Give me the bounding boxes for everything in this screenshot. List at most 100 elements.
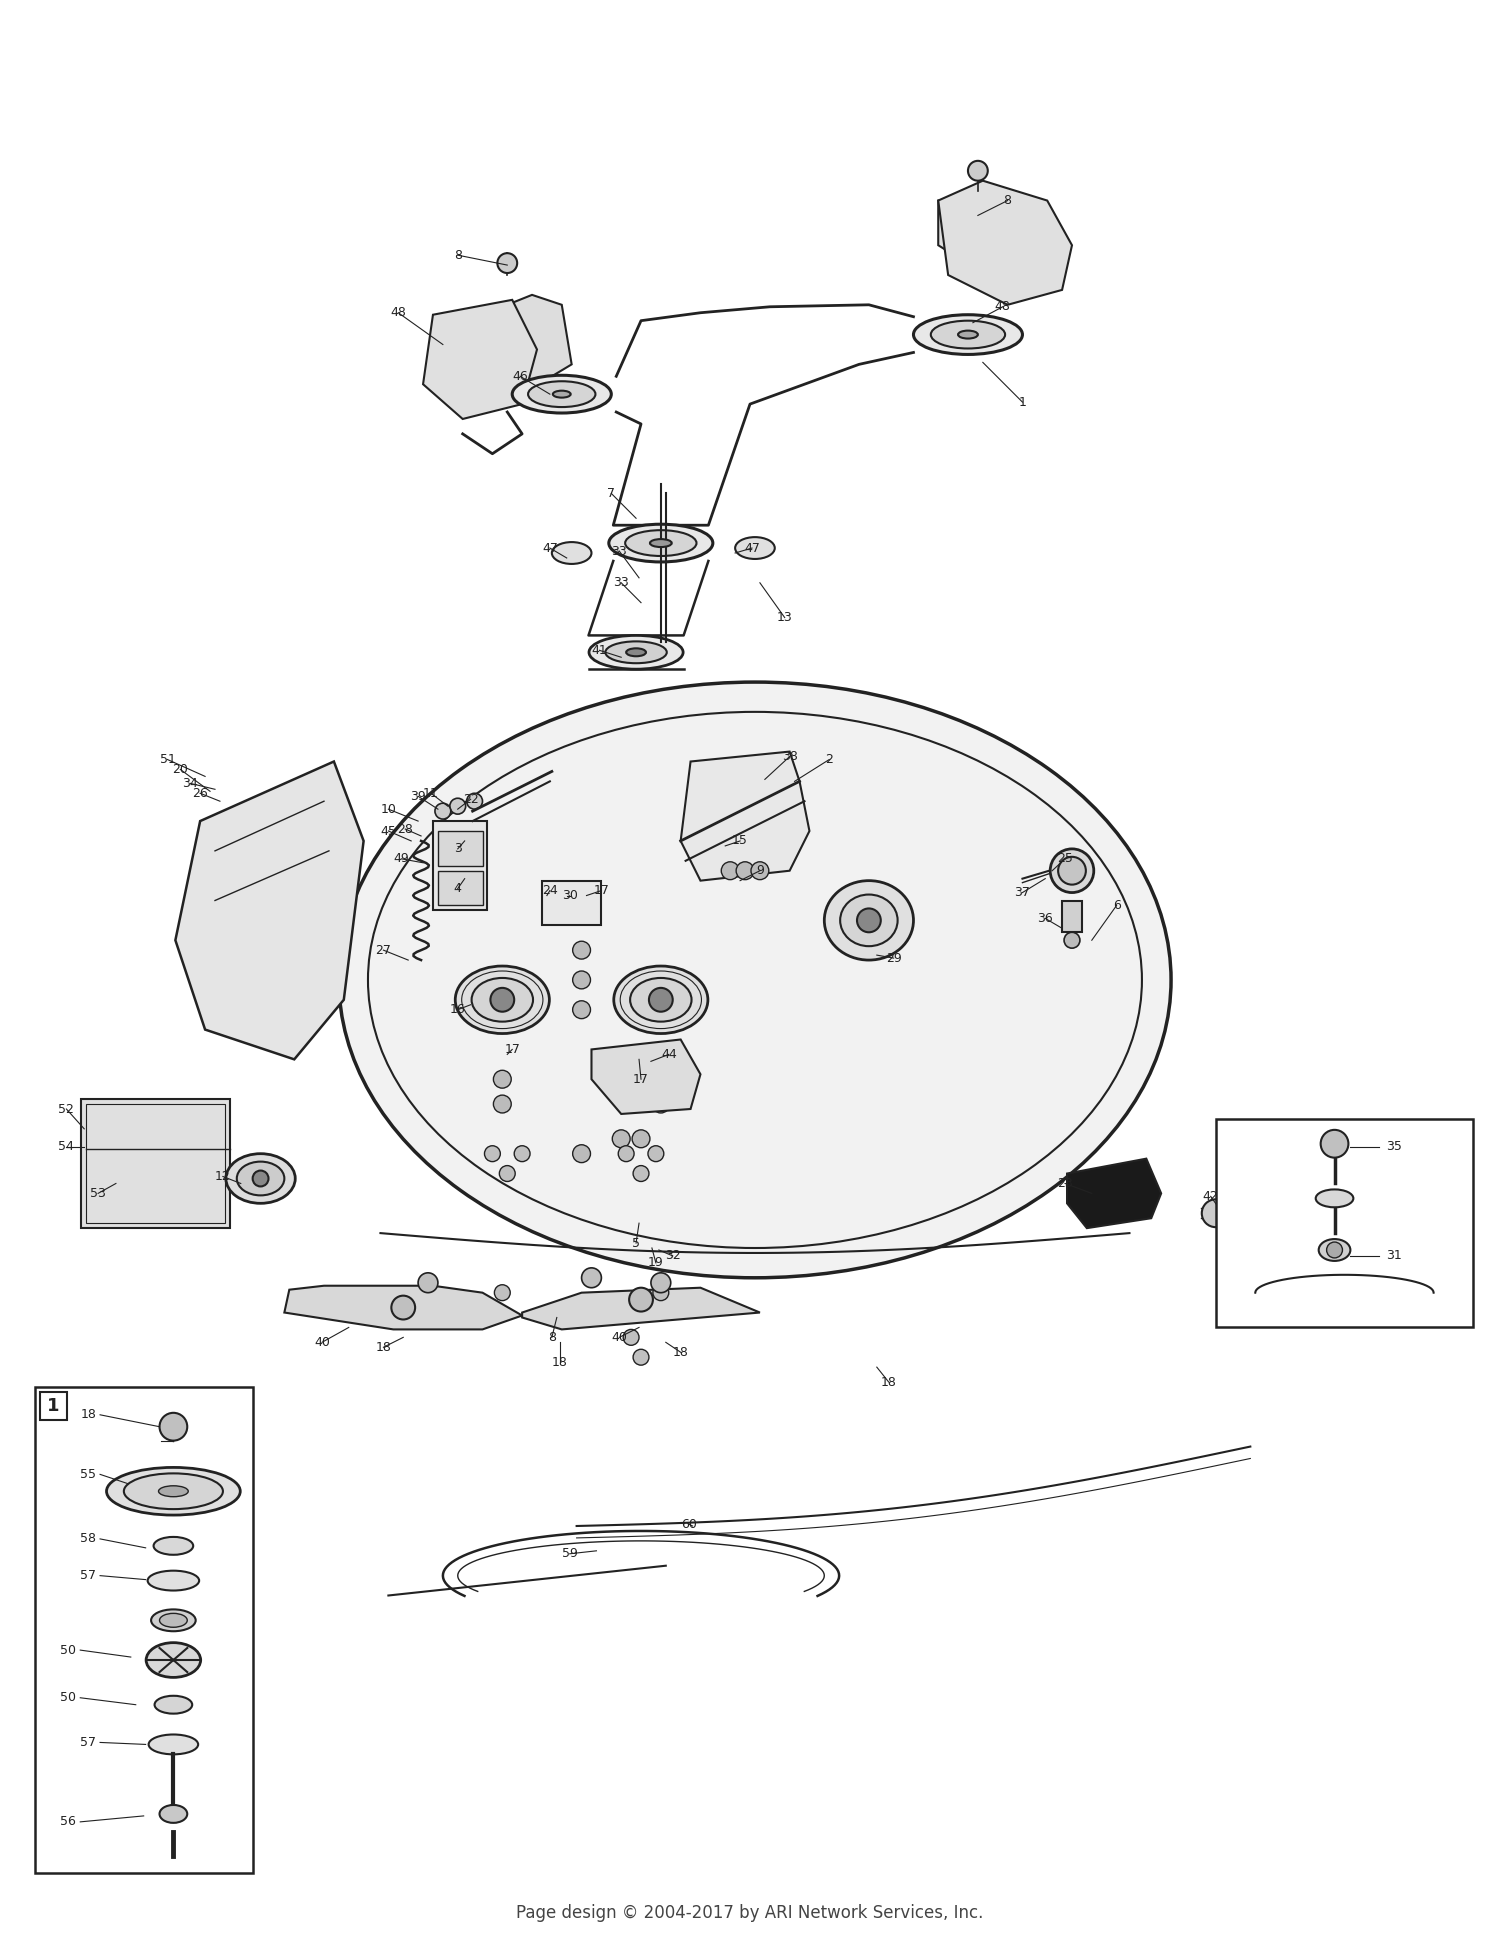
Text: 23: 23 [1058, 1176, 1072, 1190]
Circle shape [500, 1167, 514, 1182]
Text: 57: 57 [80, 1568, 96, 1582]
Bar [34, 1388, 252, 1873]
Text: 5: 5 [632, 1236, 640, 1250]
Circle shape [514, 1145, 529, 1161]
Text: 32: 32 [664, 1250, 681, 1262]
Bar [438, 872, 483, 905]
Ellipse shape [1318, 1238, 1350, 1262]
Text: 7: 7 [608, 487, 615, 501]
Circle shape [1326, 1242, 1342, 1258]
Ellipse shape [148, 1735, 198, 1755]
Text: 3: 3 [454, 842, 462, 856]
Circle shape [252, 1170, 268, 1186]
Text: 40: 40 [612, 1332, 627, 1343]
Text: 13: 13 [777, 611, 792, 625]
Circle shape [648, 1145, 664, 1161]
Bar [81, 1099, 230, 1229]
Ellipse shape [159, 1805, 188, 1823]
Ellipse shape [159, 1613, 188, 1627]
Text: 36: 36 [1038, 912, 1053, 924]
Text: 21: 21 [1341, 1201, 1358, 1215]
Ellipse shape [512, 375, 612, 413]
Text: 12: 12 [214, 1170, 231, 1182]
Text: 11: 11 [423, 786, 439, 800]
Text: 34: 34 [183, 776, 198, 790]
Ellipse shape [840, 895, 897, 945]
Text: 60: 60 [681, 1518, 696, 1531]
Ellipse shape [124, 1473, 224, 1508]
Circle shape [573, 1145, 591, 1163]
Ellipse shape [154, 1696, 192, 1714]
Ellipse shape [626, 648, 646, 656]
Circle shape [1257, 1200, 1284, 1227]
Ellipse shape [147, 1570, 200, 1590]
Text: 19: 19 [648, 1256, 664, 1269]
Text: 39: 39 [410, 790, 426, 804]
Circle shape [466, 794, 483, 809]
Circle shape [494, 1069, 512, 1089]
Ellipse shape [630, 978, 692, 1021]
Text: 59: 59 [561, 1547, 578, 1561]
Text: 18: 18 [552, 1355, 567, 1368]
Text: 18: 18 [672, 1345, 688, 1359]
Text: 16: 16 [450, 1003, 465, 1017]
Text: 25: 25 [1058, 852, 1072, 866]
Ellipse shape [237, 1161, 285, 1196]
Circle shape [651, 1273, 670, 1293]
Circle shape [1320, 1130, 1348, 1157]
Circle shape [722, 862, 740, 879]
Text: 8: 8 [548, 1332, 556, 1343]
Ellipse shape [456, 967, 549, 1033]
Text: 56: 56 [60, 1815, 76, 1828]
Text: 4: 4 [454, 881, 462, 895]
Circle shape [392, 1297, 416, 1320]
Text: 57: 57 [80, 1735, 96, 1749]
Polygon shape [938, 190, 1047, 270]
Circle shape [968, 161, 988, 181]
Text: 29: 29 [886, 951, 902, 965]
Text: 47: 47 [542, 542, 558, 555]
Bar [433, 821, 488, 910]
Text: 56: 56 [60, 1815, 76, 1828]
Circle shape [736, 862, 754, 879]
Ellipse shape [958, 330, 978, 338]
Text: 2: 2 [825, 753, 833, 767]
Text: 57: 57 [80, 1568, 96, 1582]
Polygon shape [472, 295, 572, 394]
Text: 55: 55 [80, 1465, 96, 1477]
Text: 31: 31 [1382, 1250, 1396, 1262]
Ellipse shape [339, 681, 1172, 1277]
Circle shape [484, 1145, 501, 1161]
Polygon shape [522, 1287, 760, 1330]
Circle shape [652, 1285, 669, 1300]
Text: 51: 51 [159, 753, 176, 767]
Polygon shape [681, 751, 810, 881]
Text: 37: 37 [1014, 885, 1031, 899]
Circle shape [628, 1287, 652, 1312]
Text: 33: 33 [612, 545, 627, 557]
Text: 9: 9 [756, 864, 764, 877]
Polygon shape [423, 299, 537, 419]
Ellipse shape [1316, 1190, 1353, 1207]
Text: Page design © 2004-2017 by ARI Network Services, Inc.: Page design © 2004-2017 by ARI Network S… [516, 1904, 984, 1922]
Circle shape [450, 798, 465, 813]
Bar [86, 1104, 225, 1223]
Text: 17: 17 [504, 1042, 520, 1056]
Circle shape [494, 1095, 512, 1112]
Ellipse shape [159, 1485, 189, 1497]
Text: 54: 54 [58, 1139, 75, 1153]
Text: 18: 18 [880, 1376, 897, 1388]
Circle shape [632, 1130, 650, 1147]
Text: 1: 1 [48, 1398, 60, 1415]
Bar [1215, 1118, 1473, 1328]
Circle shape [856, 908, 880, 932]
Ellipse shape [650, 540, 672, 547]
Ellipse shape [609, 524, 712, 563]
Circle shape [573, 941, 591, 959]
Text: 22: 22 [462, 792, 478, 806]
Circle shape [582, 1267, 602, 1287]
Text: 10: 10 [381, 804, 396, 815]
Ellipse shape [932, 320, 1005, 349]
Text: 41: 41 [591, 644, 608, 656]
Ellipse shape [153, 1537, 194, 1555]
